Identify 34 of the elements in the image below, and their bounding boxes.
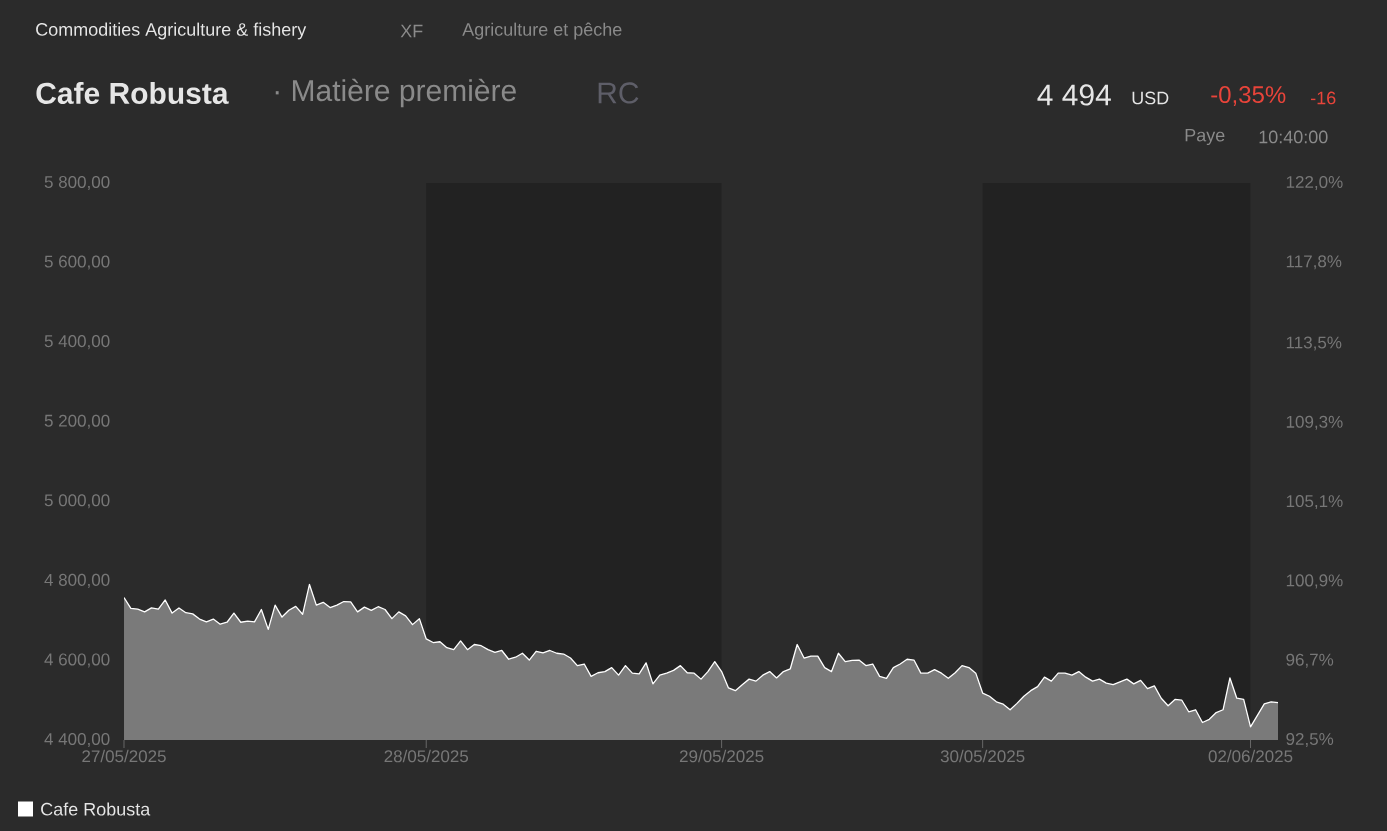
- text: 4 494: [1037, 84, 1111, 106]
- text: USD: [1132, 91, 1169, 105]
- y-tick-label: 5 600,00: [44, 255, 110, 270]
- y-tick-label: 4 800,00: [44, 573, 110, 588]
- x-tick-label: 27/05/2025: [82, 749, 166, 763]
- text: RC: [598, 82, 639, 104]
- text: Commodities Agriculture & fishery: [36, 22, 307, 40]
- y2-tick-label: 92,5%: [1286, 732, 1334, 748]
- text: 10:40:00: [1259, 130, 1328, 144]
- y2-tick-label: 122,0%: [1286, 175, 1343, 191]
- chart-title: Cafe Robusta: [36, 81, 229, 105]
- chart-subtitle: · Matière première: [275, 78, 516, 108]
- y-tick-label: 5 800,00: [44, 175, 110, 191]
- y2-tick-label: 105,1%: [1286, 495, 1343, 510]
- text: -0,35%: [1211, 86, 1286, 106]
- text: Paye: [1185, 128, 1225, 146]
- y2-tick-label: 117,8%: [1286, 255, 1342, 270]
- x-tick-label: 02/06/2025: [1208, 749, 1293, 763]
- y-tick-label: 5 400,00: [44, 335, 110, 350]
- y2-tick-label: 109,3%: [1286, 415, 1343, 430]
- y-tick-label: 5 200,00: [44, 414, 110, 429]
- y-tick-label: 4 400,00: [44, 732, 110, 748]
- x-tick-label: 28/05/2025: [384, 749, 469, 763]
- y2-tick-label: 113,5%: [1286, 336, 1342, 351]
- y2-tick-label: 96,7%: [1286, 653, 1334, 668]
- y2-tick-label: 100,9%: [1286, 574, 1343, 589]
- y-tick-label: 5 000,00: [44, 494, 110, 509]
- text: -16: [1311, 91, 1336, 105]
- x-tick-label: 29/05/2025: [679, 749, 764, 763]
- text: Agriculture et pêche: [462, 22, 622, 40]
- text: XF: [400, 24, 423, 38]
- x-tick-label: 30/05/2025: [940, 749, 1025, 763]
- y-tick-label: 4 600,00: [44, 653, 110, 668]
- legend-label: Cafe Robusta: [41, 802, 151, 816]
